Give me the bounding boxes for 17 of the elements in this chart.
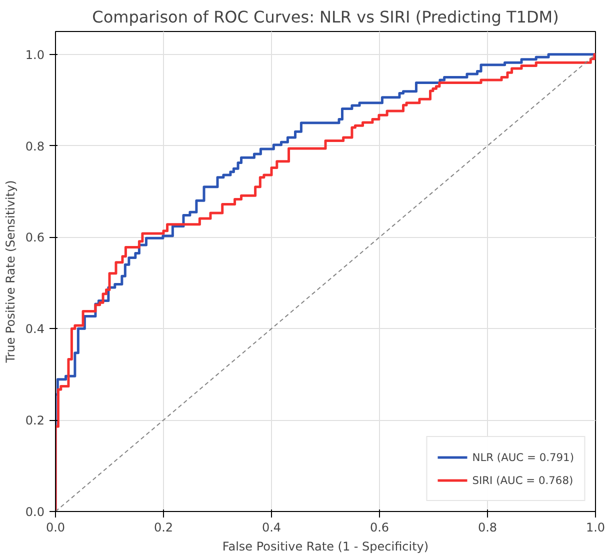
y-tick-label: 0.2: [25, 414, 45, 428]
y-tick-label: 0.0: [25, 505, 45, 519]
legend-label: SIRI (AUC = 0.768): [472, 474, 574, 486]
x-tick-label: 0.2: [154, 520, 174, 534]
y-tick-label: 0.6: [25, 230, 45, 245]
x-tick-label: 1.0: [586, 520, 606, 534]
legend-label: NLR (AUC = 0.791): [472, 450, 574, 464]
y-tick-label: 0.8: [25, 139, 45, 154]
y-axis-title: True Positive Rate (Sensitivity): [3, 180, 18, 364]
y-tick-label: 0.4: [25, 322, 45, 336]
x-axis-title: False Positive Rate (1 - Specificity): [222, 540, 429, 554]
x-tick-label: 0.0: [46, 520, 66, 534]
chart-title: Comparison of ROC Curves: NLR vs SIRI (Predicting T1DM): [92, 8, 559, 26]
x-tick-label: 0.4: [262, 520, 282, 534]
y-tick-label: 1.0: [25, 48, 45, 62]
x-tick-label: 0.6: [370, 520, 390, 534]
x-tick-label: 0.8: [478, 520, 498, 534]
